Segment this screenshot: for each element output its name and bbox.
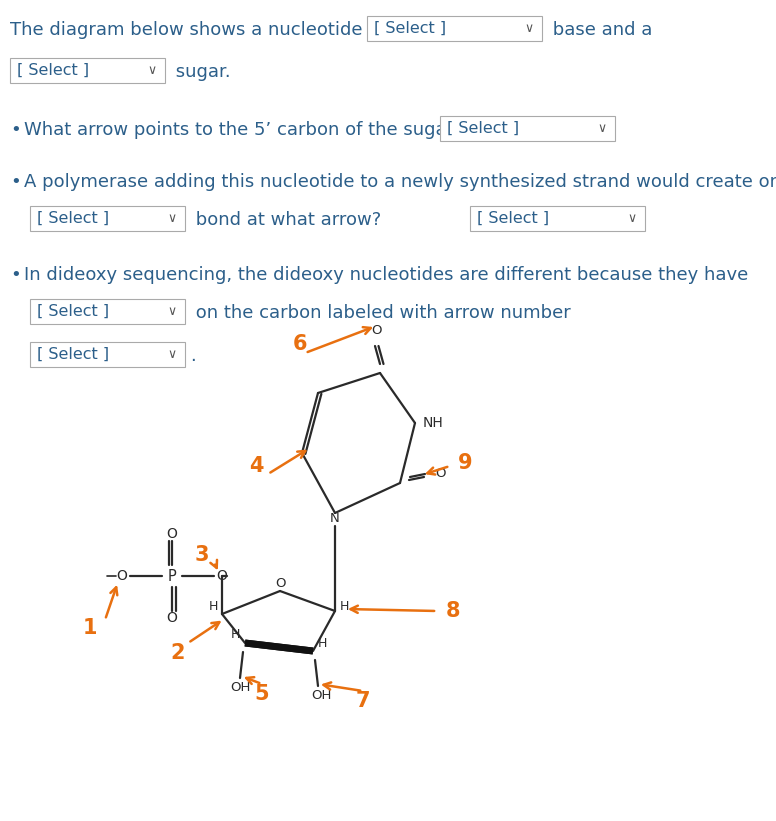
Text: O: O [371, 323, 381, 337]
Text: 8: 8 [445, 601, 460, 621]
FancyBboxPatch shape [470, 206, 645, 231]
FancyBboxPatch shape [30, 206, 185, 231]
Text: In dideoxy sequencing, the dideoxy nucleotides are different because they have: In dideoxy sequencing, the dideoxy nucle… [24, 266, 748, 284]
Text: ∨: ∨ [167, 212, 176, 225]
Text: 6: 6 [293, 334, 307, 354]
Text: [ Select ]: [ Select ] [477, 211, 549, 226]
Text: [ Select ]: [ Select ] [37, 304, 109, 319]
Text: N: N [330, 511, 340, 525]
Text: [ Select ]: [ Select ] [374, 21, 446, 36]
Text: ∨: ∨ [167, 305, 176, 318]
Text: ∨: ∨ [627, 212, 636, 225]
Text: •: • [10, 173, 21, 191]
Text: 5: 5 [255, 684, 269, 704]
Text: OH: OH [311, 689, 331, 701]
Text: O: O [217, 569, 227, 583]
Text: O: O [116, 569, 127, 583]
Text: •: • [10, 266, 21, 284]
Text: 3: 3 [195, 545, 210, 565]
Text: 7: 7 [355, 691, 370, 711]
Text: 9: 9 [458, 453, 473, 473]
Text: H: H [208, 599, 218, 612]
Text: ∨: ∨ [147, 64, 156, 77]
FancyBboxPatch shape [367, 16, 542, 41]
Text: O: O [167, 527, 178, 541]
Text: What arrow points to the 5’ carbon of the sugar?: What arrow points to the 5’ carbon of th… [24, 121, 482, 139]
Text: ∨: ∨ [524, 22, 533, 35]
Text: H: H [339, 599, 348, 612]
Text: 4: 4 [249, 456, 263, 476]
Text: on the carbon labeled with arrow number: on the carbon labeled with arrow number [190, 304, 571, 322]
Text: O: O [435, 466, 445, 479]
FancyBboxPatch shape [30, 299, 185, 324]
Text: ∨: ∨ [167, 348, 176, 361]
Text: base and a: base and a [547, 21, 653, 39]
Text: H: H [317, 636, 327, 649]
Text: O: O [167, 611, 178, 625]
Text: [ Select ]: [ Select ] [17, 63, 89, 78]
Text: NH: NH [423, 416, 443, 430]
Text: [ Select ]: [ Select ] [37, 211, 109, 226]
FancyBboxPatch shape [440, 116, 615, 141]
Text: P: P [168, 568, 176, 584]
Text: [ Select ]: [ Select ] [37, 347, 109, 362]
FancyBboxPatch shape [10, 58, 165, 83]
FancyBboxPatch shape [30, 342, 185, 367]
Text: 2: 2 [171, 643, 185, 663]
Text: sugar.: sugar. [170, 63, 230, 81]
Text: H: H [230, 627, 240, 640]
Text: O: O [275, 576, 286, 589]
Text: OH: OH [230, 681, 250, 694]
Text: A polymerase adding this nucleotide to a newly synthesized strand would create o: A polymerase adding this nucleotide to a… [24, 173, 776, 191]
Text: •: • [10, 121, 21, 139]
Text: [ Select ]: [ Select ] [447, 121, 519, 136]
Text: ∨: ∨ [597, 122, 606, 135]
Text: 1: 1 [83, 618, 97, 638]
Text: .: . [190, 347, 196, 365]
Text: The diagram below shows a nucleotide with a: The diagram below shows a nucleotide wit… [10, 21, 429, 39]
Text: bond at what arrow?: bond at what arrow? [190, 211, 390, 229]
